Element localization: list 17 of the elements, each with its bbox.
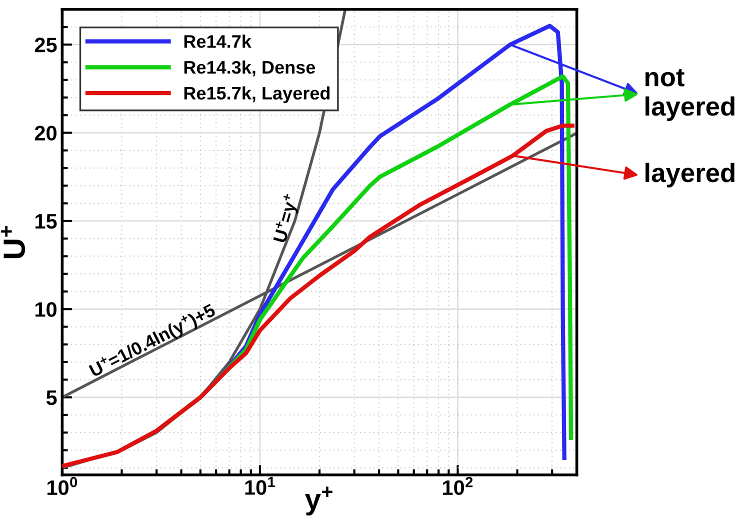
annotation: layered xyxy=(646,162,734,188)
text: U$^{+}$=1/0.4ln(y$^{+}$)+5 xyxy=(88,302,218,380)
x-tick-label: 10$^{0}$ xyxy=(47,476,78,496)
y-axis-title: U$^{+}$ xyxy=(0,226,26,258)
text: U$^{+}$=y$^{+}$ xyxy=(272,193,302,244)
legend-label: Re15.7k, Layered xyxy=(184,86,330,104)
x-tick-label: 10$^{1}$ xyxy=(245,476,275,495)
y-tick-label: 10 xyxy=(35,302,56,317)
legend-label: Re14.7k xyxy=(184,34,252,48)
annotation: not layered xyxy=(645,68,734,122)
y-tick-label: 25 xyxy=(34,38,57,52)
y-tick-label: 15 xyxy=(35,214,57,229)
y-tick-label: 5 xyxy=(46,390,57,406)
x-axis-title: y$^{+}$ xyxy=(305,486,332,516)
y-tick-label: 20 xyxy=(34,126,56,141)
x-tick-label: 10$^{2}$ xyxy=(443,476,473,496)
legend-label: Re14.3k, Dense xyxy=(184,60,316,76)
